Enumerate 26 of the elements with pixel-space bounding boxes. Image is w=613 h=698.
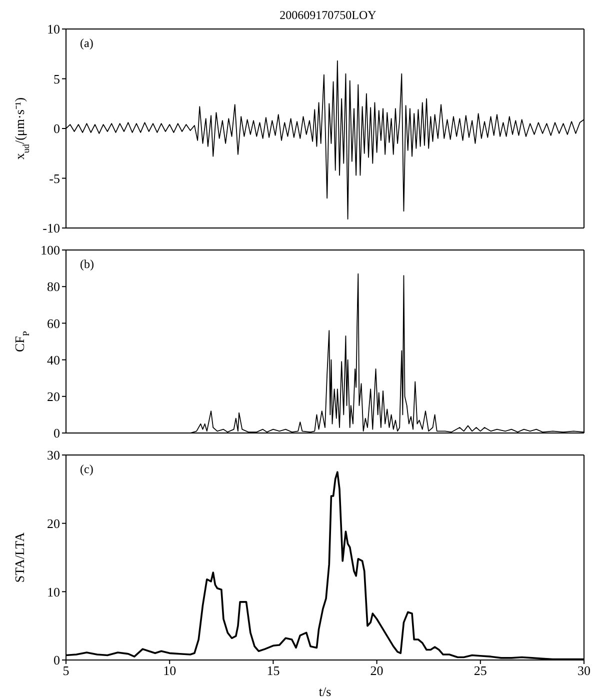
- y-tick-label: 60: [47, 316, 60, 331]
- y-tick-label: 5: [54, 71, 60, 86]
- x-tick-label: 10: [163, 663, 176, 678]
- y-tick-label: -10: [42, 220, 60, 236]
- y-tick-label: 80: [47, 279, 60, 294]
- y-tick-label: 20: [47, 389, 60, 404]
- annotation: (c): [80, 462, 94, 477]
- x-tick-label: 30: [578, 663, 590, 678]
- y-axis-title: STA/LTA: [12, 532, 27, 583]
- y-tick-label: 0: [54, 426, 60, 441]
- x-axis-title: t/s: [318, 684, 332, 698]
- y-tick-label: 20: [47, 516, 60, 531]
- y-tick-label: 10: [47, 584, 60, 600]
- chart-title: 200609170750LOY: [278, 8, 378, 23]
- x-tick-label: 20: [370, 663, 384, 678]
- x-tick-label: 25: [474, 663, 487, 678]
- y-tick-label: 40: [47, 352, 60, 368]
- x-tick-label: 15: [266, 663, 280, 678]
- y-tick-label: 30: [47, 448, 60, 463]
- y-tick-label: 10: [47, 22, 60, 37]
- annotation: (a): [80, 36, 94, 51]
- y-tick-label: 0: [54, 121, 60, 136]
- y-tick-label: -5: [49, 170, 60, 186]
- y-tick-label: 0: [54, 652, 60, 668]
- y-tick-label: 100: [40, 242, 60, 258]
- annotation: (b): [80, 257, 94, 272]
